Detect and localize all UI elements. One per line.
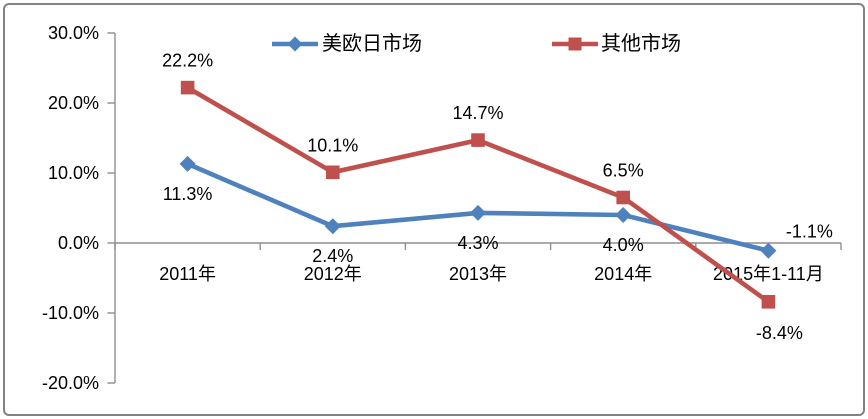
- diamond-marker: [470, 204, 486, 221]
- x-axis-category-label: 2011年: [159, 264, 216, 284]
- data-label: 4.0%: [603, 235, 644, 255]
- data-label: 11.3%: [163, 184, 213, 204]
- diamond-marker: [324, 218, 341, 235]
- legend-item-1: 其他市场: [552, 32, 681, 55]
- y-axis-tick-label: -20.0%: [42, 373, 99, 393]
- data-label: 22.2%: [162, 51, 213, 71]
- series-1-square: 22.2% 10.1% 14.7% 6.5% -8.4%: [162, 51, 803, 343]
- y-axis-tick-label: -10.0%: [42, 303, 99, 323]
- x-axis-category-label: 2014年: [594, 264, 652, 284]
- series-0-diamond: 11.3% 2.4% 4.3% 4.0% -1.1%: [163, 155, 833, 266]
- legend-label: 其他市场: [601, 32, 681, 55]
- x-axis-category-labels: 2011年 2012年 2013年 2014年 2015年1-11月: [159, 264, 824, 284]
- diamond-marker: [760, 242, 777, 259]
- legend-item-0: 美欧日市场: [272, 32, 422, 55]
- x-axis-category-label: 2013年: [449, 264, 507, 284]
- diamond-marker: [615, 207, 632, 223]
- square-marker: [761, 295, 776, 309]
- x-axis-category-label: 2015年1-11月: [713, 264, 824, 284]
- square-marker: [326, 165, 340, 180]
- legend-square-marker: [568, 37, 582, 51]
- y-axis-tick-label: 20.0%: [48, 93, 99, 113]
- data-label: 4.3%: [457, 233, 498, 253]
- legend-diamond-marker: [287, 36, 303, 52]
- x-axis-category-label: 2012年: [304, 264, 362, 284]
- diamond-marker: [179, 155, 196, 172]
- data-label: 2.4%: [312, 246, 353, 266]
- chart-border-frame: [3, 3, 865, 416]
- square-marker: [616, 190, 630, 205]
- y-axis-tick-label: 30.0%: [48, 23, 99, 43]
- axes: 30.0% 20.0% 10.0% 0.0% -10.0% -20.0%: [42, 23, 842, 393]
- data-label: -1.1%: [786, 222, 833, 242]
- square-marker: [180, 80, 195, 95]
- data-label: -8.4%: [756, 323, 803, 343]
- y-axis-tick-label: 0.0%: [58, 233, 99, 253]
- y-axis-tick-label: 10.0%: [48, 163, 99, 183]
- square-marker: [471, 133, 485, 147]
- data-label: 10.1%: [307, 135, 358, 155]
- legend-label: 美欧日市场: [322, 32, 422, 55]
- data-label: 6.5%: [603, 161, 644, 181]
- legend: 美欧日市场 其他市场: [272, 32, 681, 55]
- data-label: 14.7%: [452, 103, 503, 123]
